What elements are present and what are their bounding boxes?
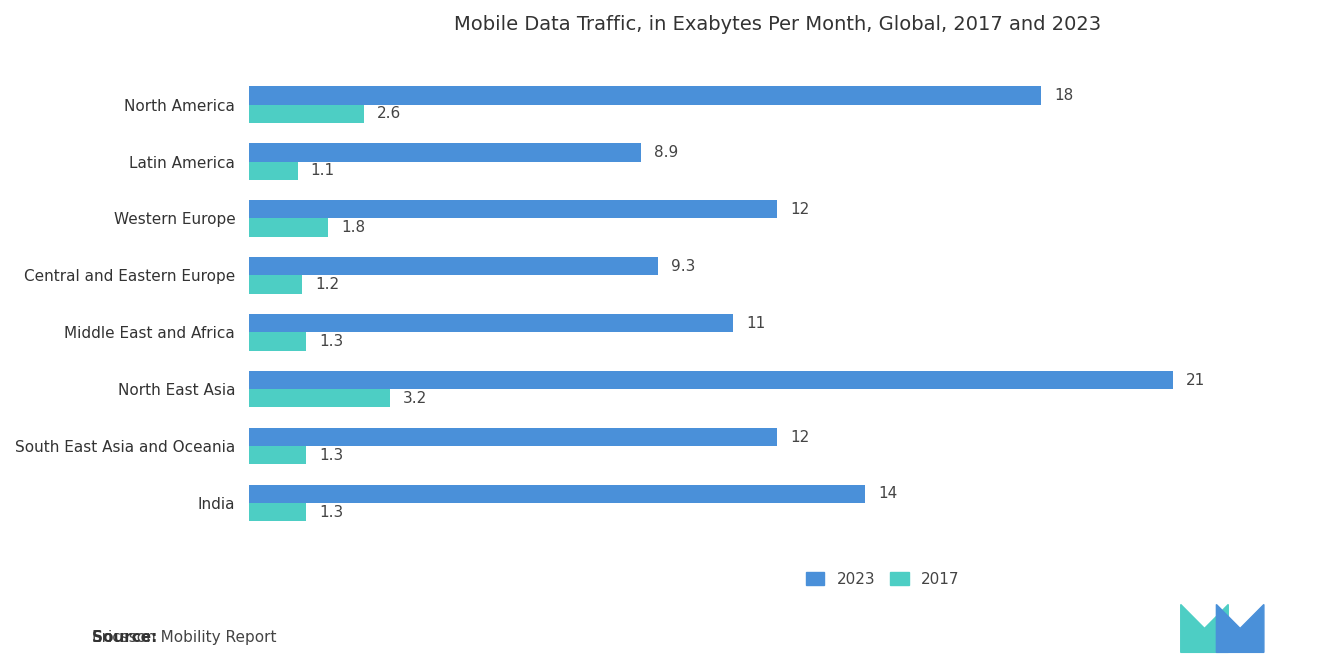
Text: 8.9: 8.9: [653, 145, 678, 160]
Bar: [249, 275, 302, 294]
Bar: [249, 257, 659, 275]
Bar: [249, 446, 306, 464]
Text: 14: 14: [878, 486, 898, 501]
Text: 12: 12: [791, 202, 809, 217]
Text: 12: 12: [791, 430, 809, 444]
Polygon shape: [1216, 604, 1263, 652]
Text: 3.2: 3.2: [403, 391, 428, 406]
Bar: [249, 86, 1041, 104]
Text: 1.3: 1.3: [319, 334, 343, 349]
Text: 1.8: 1.8: [342, 220, 366, 235]
Text: Source:: Source:: [92, 630, 164, 645]
Text: 21: 21: [1187, 372, 1205, 388]
Text: 2.6: 2.6: [376, 106, 401, 121]
Polygon shape: [1180, 604, 1228, 652]
Bar: [249, 371, 1173, 389]
Legend: 2023, 2017: 2023, 2017: [800, 565, 965, 593]
Text: Ericsson Mobility Report: Ericsson Mobility Report: [92, 630, 277, 645]
Bar: [249, 219, 329, 237]
Text: 1.3: 1.3: [319, 448, 343, 463]
Bar: [249, 485, 865, 503]
Bar: [249, 314, 733, 332]
Bar: [249, 503, 306, 521]
Text: 1.2: 1.2: [315, 277, 339, 292]
Text: 1.3: 1.3: [319, 505, 343, 519]
Bar: [249, 428, 777, 446]
Bar: [249, 332, 306, 350]
Bar: [249, 200, 777, 219]
Text: 1.1: 1.1: [310, 163, 335, 178]
Title: Mobile Data Traffic, in Exabytes Per Month, Global, 2017 and 2023: Mobile Data Traffic, in Exabytes Per Mon…: [454, 15, 1101, 34]
Bar: [249, 144, 640, 162]
Text: 9.3: 9.3: [672, 259, 696, 274]
Bar: [249, 162, 297, 180]
Text: 18: 18: [1055, 88, 1073, 103]
Text: 11: 11: [746, 316, 766, 331]
Bar: [249, 389, 389, 408]
Bar: [249, 104, 363, 123]
